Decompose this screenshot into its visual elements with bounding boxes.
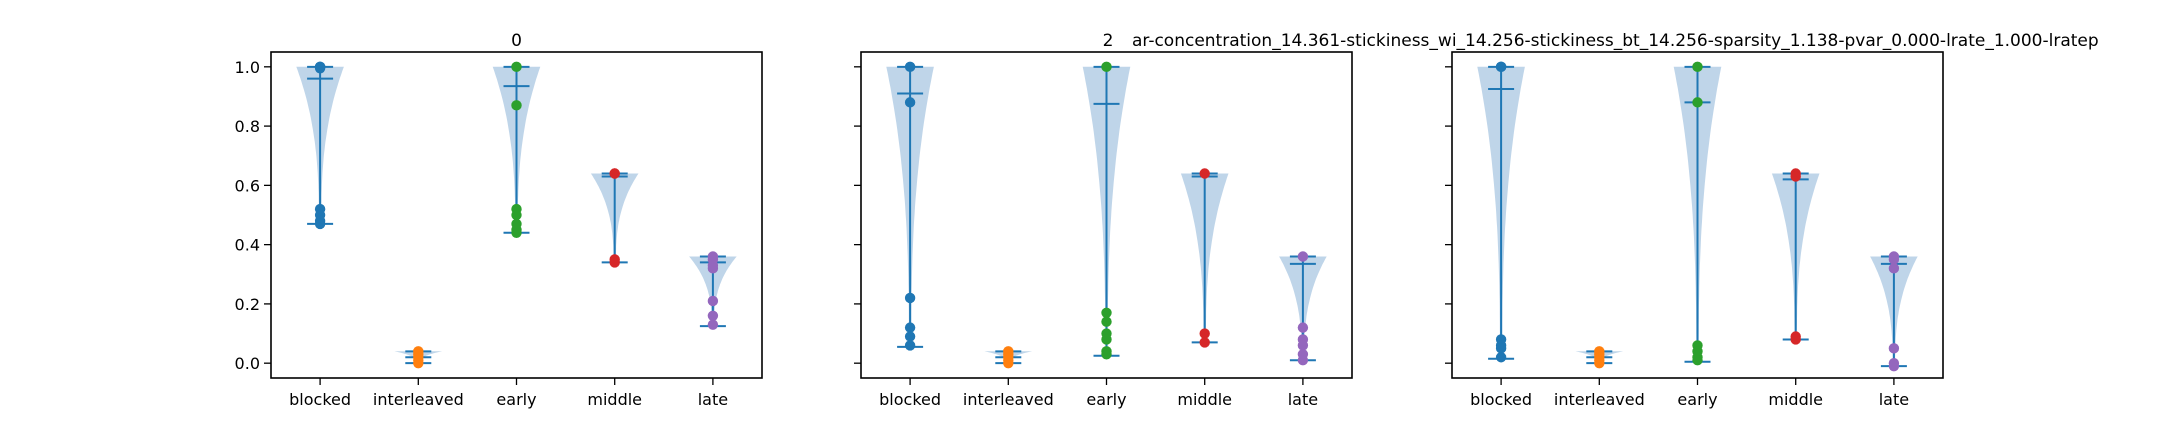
x-tick-label-late: late: [1879, 390, 1909, 409]
point-middle-1: [609, 168, 620, 179]
point-late-1: [1888, 254, 1900, 265]
point-blocked-1: [1495, 61, 1507, 73]
y-tick-label-5: 1.0: [235, 58, 260, 77]
x-tick-label-blocked: blocked: [1470, 390, 1532, 409]
x-tick-label-interleaved: interleaved: [1554, 390, 1645, 409]
point-late-2: [1888, 263, 1900, 274]
subplot-2: blocked interleaved early middle late 2: [854, 31, 1353, 409]
point-late-3: [1297, 340, 1309, 351]
point-late-5: [1297, 355, 1309, 366]
point-early-1: [511, 100, 522, 111]
x-tick-label-early: early: [496, 390, 536, 409]
point-blocked-5: [1495, 352, 1507, 363]
point-late-5: [707, 310, 719, 321]
point-interleaved-4: [413, 357, 424, 369]
point-early-5: [1692, 355, 1703, 366]
point-late-4: [707, 295, 719, 307]
x-tick-label-interleaved: interleaved: [963, 390, 1054, 409]
point-late-3: [707, 263, 719, 274]
point-early-6: [511, 227, 522, 238]
point-blocked-4: [904, 331, 916, 342]
point-middle-2: [1199, 337, 1210, 348]
point-blocked-2: [904, 292, 916, 304]
point-blocked-2: [314, 63, 326, 74]
point-middle-1: [1199, 328, 1210, 339]
panel-title-2: 2: [1103, 31, 1114, 51]
point-early-0: [511, 61, 522, 73]
point-blocked-4: [1495, 343, 1507, 354]
point-interleaved-4: [1594, 357, 1605, 369]
point-middle-3: [609, 257, 620, 268]
x-tick-label-late: late: [698, 390, 728, 409]
y-tick-label-2: 0.4: [235, 236, 260, 255]
subplot-0: 0.0 0.2 0.4 0.6 0.8 1.0 blocked interleaved earl…: [235, 31, 763, 409]
point-early-2: [1101, 316, 1112, 327]
x-tick-label-early: early: [1086, 390, 1126, 409]
point-interleaved-4: [1003, 357, 1014, 369]
point-late-1: [1297, 322, 1309, 333]
x-tick-label-late: late: [1288, 390, 1318, 409]
y-tick-label-3: 0.6: [235, 176, 260, 195]
point-early-6: [1101, 349, 1112, 360]
subplot-3: blocked interleaved early middle late: [1445, 51, 1944, 409]
point-early-4: [1101, 334, 1112, 345]
point-late-5: [1888, 360, 1900, 372]
point-blocked-6: [314, 218, 326, 230]
x-tick-label-interleaved: interleaved: [373, 390, 464, 409]
point-middle-3: [1790, 334, 1801, 345]
point-blocked-5: [904, 340, 916, 351]
x-tick-label-middle: middle: [587, 390, 642, 409]
point-late-6: [707, 319, 719, 330]
point-blocked-3: [904, 322, 916, 333]
point-early-0: [1692, 61, 1703, 73]
point-blocked-1: [904, 97, 916, 108]
point-middle-1: [1790, 171, 1801, 182]
x-tick-label-blocked: blocked: [289, 390, 351, 409]
point-blocked-0: [904, 61, 916, 73]
y-tick-label-0: 0.0: [235, 354, 260, 373]
y-tick-label-1: 0.2: [235, 295, 260, 314]
x-tick-label-early: early: [1677, 390, 1717, 409]
point-middle-0: [1199, 168, 1210, 179]
point-late-3: [1888, 343, 1900, 354]
point-early-0: [1101, 61, 1112, 73]
point-early-3: [511, 209, 522, 221]
point-early-1: [1101, 307, 1112, 318]
panel-title-0: 0: [511, 31, 522, 51]
point-early-1: [1692, 97, 1703, 108]
long-title: ar-concentration_14.361-stickiness_wi_14…: [1132, 31, 2099, 51]
x-tick-label-middle: middle: [1768, 390, 1823, 409]
x-tick-label-middle: middle: [1177, 390, 1232, 409]
y-tick-label-4: 0.8: [235, 117, 260, 136]
x-tick-label-blocked: blocked: [879, 390, 941, 409]
point-late-0: [1297, 251, 1309, 262]
